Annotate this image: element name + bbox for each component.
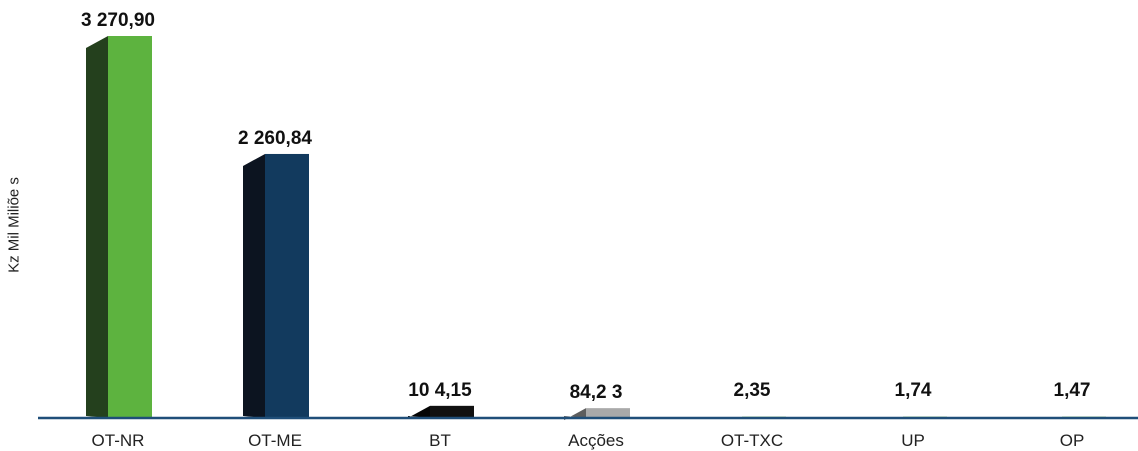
category-label-3: Acções — [568, 431, 624, 450]
category-label-1: OT-ME — [248, 431, 302, 450]
value-label-3: 84,2 3 — [570, 382, 623, 403]
value-label-5: 1,74 — [895, 380, 932, 401]
value-label-4: 2,35 — [734, 380, 771, 401]
bar-side-0 — [86, 36, 108, 418]
category-label-0: OT-NR — [92, 431, 145, 450]
value-label-6: 1,47 — [1054, 380, 1091, 401]
category-label-4: OT-TXC — [721, 431, 783, 450]
value-label-0: 3 270,90 — [81, 10, 155, 31]
bar-0 — [108, 36, 152, 418]
category-label-6: OP — [1060, 431, 1085, 450]
category-label-2: BT — [429, 431, 451, 450]
bar-side-1 — [243, 154, 265, 418]
category-label-5: UP — [901, 431, 925, 450]
value-label-2: 10 4,15 — [408, 380, 472, 401]
value-label-1: 2 260,84 — [238, 128, 312, 149]
bar-1 — [265, 154, 309, 418]
